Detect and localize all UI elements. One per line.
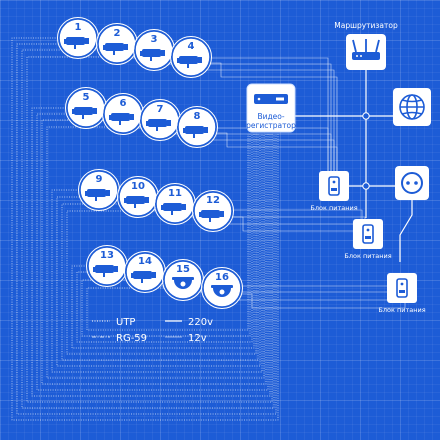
bullet-camera-icon (146, 119, 171, 131)
internet (393, 88, 431, 126)
bullet-camera-icon (199, 210, 224, 222)
legend-utp-label: UTP (116, 317, 135, 328)
camera-number: 10 (131, 181, 145, 192)
camera-wire-7 (41, 119, 267, 385)
camera-number: 15 (176, 264, 190, 275)
camera-wire-5 (31, 107, 271, 397)
camera-wire-2 (16, 43, 277, 415)
power-supply-label: Блок питания (310, 204, 357, 212)
power-outlet (395, 166, 429, 200)
power-wire-4 (211, 62, 338, 198)
power-supply-icon (362, 224, 374, 244)
camera-wire-15 (81, 134, 251, 337)
camera-3: 3 (133, 29, 175, 71)
camera-7: 7 (139, 99, 181, 141)
camera-wire-9 (51, 134, 263, 373)
camera-8: 8 (176, 106, 218, 148)
camera-1: 1 (57, 17, 99, 59)
camera-wire-1 (11, 37, 279, 421)
router-outlet-link (365, 116, 395, 187)
router-label: Маршрутизатор (334, 21, 398, 30)
junction-node (362, 112, 370, 120)
router-icon (352, 39, 380, 60)
camera-15: 15 (162, 259, 204, 301)
camera-5: 5 (65, 87, 107, 129)
camera-number: 16 (215, 272, 229, 283)
camera-number: 7 (157, 104, 164, 115)
camera-number: 2 (114, 28, 121, 39)
power-supply-1: Блок питания (310, 171, 358, 212)
camera-11: 11 (154, 183, 196, 225)
power-supply-3: Блок питания (378, 273, 426, 314)
camera-number: 14 (138, 256, 152, 267)
power-wire-16 (242, 293, 406, 309)
power-supply-label: Блок питания (344, 252, 391, 260)
bullet-camera-icon (64, 37, 89, 49)
dome-camera-icon (211, 285, 233, 297)
legend: UTP 220v RG-59 12v (92, 317, 213, 344)
camera-wire-10 (56, 134, 261, 367)
nvr-icon (254, 94, 288, 104)
bullet-camera-icon (140, 49, 165, 61)
camera-wire-3 (21, 49, 275, 409)
power-wire-8 (217, 132, 338, 198)
camera-number: 11 (168, 188, 182, 199)
globe-icon (399, 94, 425, 120)
bullet-camera-icon (109, 113, 134, 125)
bullet-camera-icon (72, 107, 97, 119)
camera-number: 5 (83, 92, 90, 103)
camera-number: 8 (194, 111, 201, 122)
camera-wire-12 (66, 134, 257, 355)
camera-wire-6 (36, 113, 269, 391)
outlet-tile (395, 166, 429, 200)
recorder-label-2: регистратор (246, 121, 296, 130)
bullet-camera-icon (177, 56, 202, 68)
camera-2: 2 (96, 23, 138, 65)
legend-220v-label: 220v (188, 317, 213, 328)
camera-number: 1 (75, 22, 82, 33)
camera-wire-8 (46, 126, 265, 379)
camera-wire-14 (76, 134, 253, 343)
camera-number: 9 (96, 174, 103, 185)
camera-wire-16 (86, 134, 249, 331)
bullet-camera-icon (131, 271, 156, 283)
camera-wire-11 (61, 134, 259, 361)
camera-9: 9 (78, 169, 120, 211)
camera-number: 4 (188, 41, 195, 52)
camera-4: 4 (170, 36, 212, 78)
camera-12: 12 (192, 190, 234, 232)
outlet-psu3-link (399, 200, 413, 262)
camera-number: 12 (206, 195, 220, 206)
camera-wire-13 (71, 134, 255, 349)
camera-16: 16 (201, 267, 243, 309)
bullet-camera-icon (183, 126, 208, 138)
bullet-camera-icon (161, 203, 186, 215)
power-outlet-icon (401, 172, 423, 194)
camera-number: 13 (100, 250, 114, 261)
junction-node (362, 182, 370, 190)
power-supply-2: Блок питания (344, 219, 392, 260)
video-recorder: Видео- регистратор (246, 83, 296, 133)
bullet-camera-icon (85, 189, 110, 201)
camera-6: 6 (102, 93, 144, 135)
camera-number: 3 (151, 34, 158, 45)
power-supply-icon (328, 176, 340, 196)
recorder-label-1: Видео- (257, 112, 284, 121)
camera-14: 14 (124, 251, 166, 293)
bullet-camera-icon (103, 43, 128, 55)
router: Маршрутизатор (334, 21, 398, 70)
bullet-camera-icon (124, 196, 149, 208)
dome-camera-icon (172, 277, 194, 289)
power-supply-label: Блок питания (378, 306, 425, 314)
camera-number: 6 (120, 98, 127, 109)
legend-rg59-label: RG-59 (116, 333, 147, 344)
power-supply-icon (396, 278, 408, 298)
camera-10: 10 (117, 176, 159, 218)
legend-12v-label: 12v (188, 333, 207, 344)
bullet-camera-icon (93, 265, 118, 277)
camera-13: 13 (86, 245, 128, 287)
